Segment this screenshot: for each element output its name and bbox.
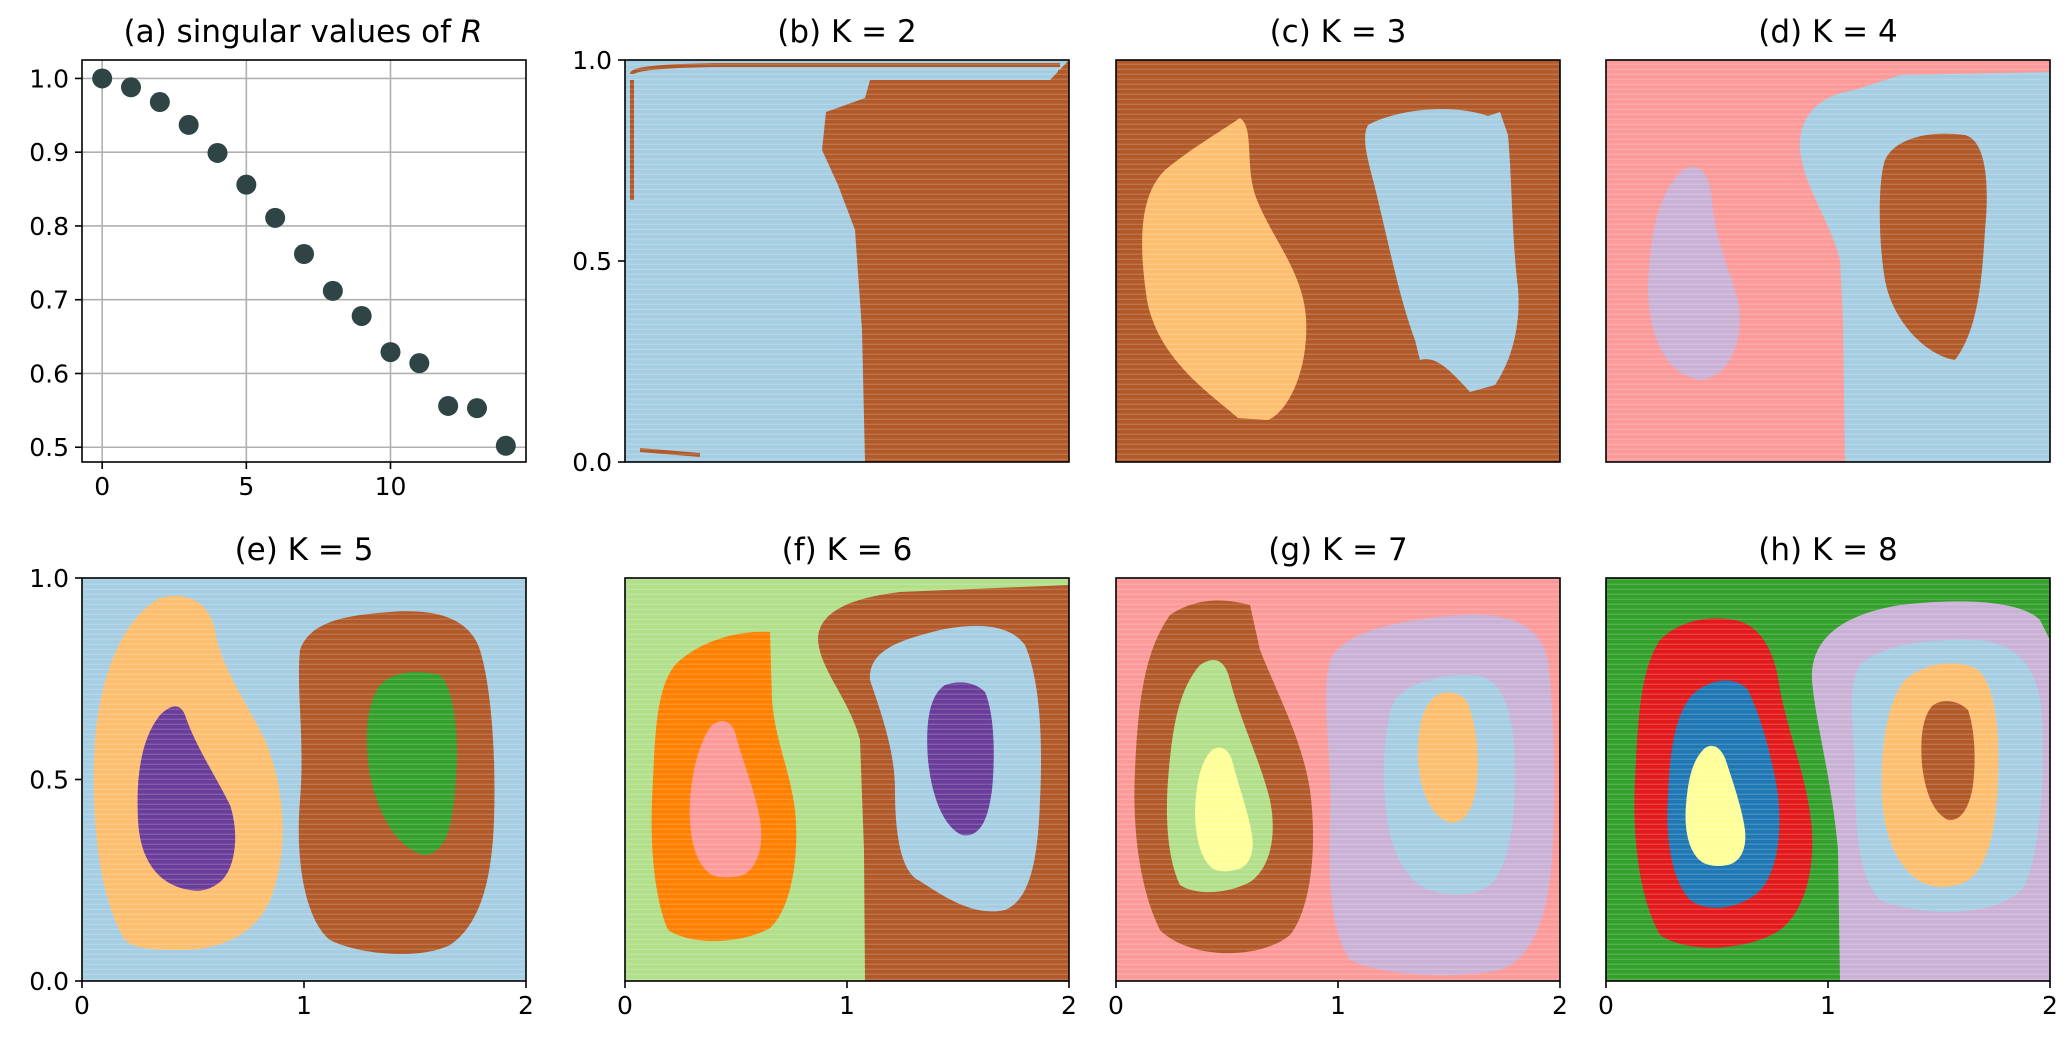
panel-b-title: (b) K = 2 <box>777 14 916 50</box>
xtick-label: 0 <box>1598 991 1614 1020</box>
panel-g-texture <box>1116 578 1560 981</box>
panel-c-frame <box>1115 59 1561 463</box>
data-point <box>265 207 286 228</box>
xtick-label: 2 <box>2042 991 2058 1020</box>
panel-a-xaxis: 0 5 10 <box>94 462 406 501</box>
panel-f-regions <box>625 578 1069 981</box>
panel-h-xaxis: 0 1 2 <box>1598 981 2058 1020</box>
panel-h-texture <box>1606 578 2050 981</box>
xtick-label: 1 <box>296 991 312 1020</box>
ytick-label: 1.0 <box>29 564 69 593</box>
ytick-label: 0.8 <box>29 212 69 241</box>
xtick-label: 1 <box>839 991 855 1020</box>
panel-d-regions <box>1606 60 2050 462</box>
panel-e-texture <box>82 578 526 981</box>
panel-h-regions <box>1606 578 2050 981</box>
data-point <box>409 353 430 374</box>
xtick-label: 2 <box>1061 991 1077 1020</box>
panel-c-regions <box>1116 60 1560 462</box>
data-point <box>322 280 343 301</box>
panel-e-yaxis: 0.0 0.5 1.0 <box>29 564 82 996</box>
xtick-label: 5 <box>238 472 254 501</box>
ytick-label: 0.6 <box>29 359 69 388</box>
panel-e-title: (e) K = 5 <box>235 532 374 568</box>
data-point <box>380 342 401 363</box>
panel-b-yaxis: 0.0 0.5 1.0 <box>572 46 625 477</box>
data-point <box>236 174 257 195</box>
panel-f-xaxis: 0 1 2 <box>617 981 1077 1020</box>
data-point <box>466 398 487 419</box>
panel-c-texture <box>1116 60 1560 462</box>
panel-a-scatter: (a) singular values of R 0 5 10 0.50.60.70… <box>29 14 527 501</box>
panel-g-title: (g) K = 7 <box>1268 532 1407 568</box>
data-point <box>351 305 372 326</box>
ytick-label: 0.7 <box>29 286 69 315</box>
ytick-label: 1.0 <box>29 64 69 93</box>
panel-a-title: (a) singular values of R <box>124 14 483 50</box>
panel-f-heatmap: (f) K = 6 0 1 2 <box>617 532 1077 1020</box>
ytick-label: 0.5 <box>29 433 69 462</box>
data-point <box>207 142 228 163</box>
panel-f-texture <box>625 578 1069 981</box>
xtick-label: 10 <box>375 472 407 501</box>
panel-a-gridlines <box>82 60 526 462</box>
ytick-label: 1.0 <box>572 46 612 75</box>
ytick-label: 0.0 <box>29 967 69 996</box>
ytick-label: 0.5 <box>572 247 612 276</box>
xtick-label: 0 <box>617 991 633 1020</box>
data-point <box>92 68 113 89</box>
panel-a-frame <box>81 59 527 463</box>
panel-d-frame <box>1605 59 2051 463</box>
panel-a-yaxis: 0.5 0.6 0.7 0.8 0.9 1.0 <box>29 64 82 462</box>
panel-b-regions <box>625 60 1069 462</box>
xtick-label: 2 <box>1552 991 1568 1020</box>
panel-e-regions <box>82 578 526 981</box>
panel-c-title: (c) K = 3 <box>1270 14 1407 50</box>
panel-d-heatmap: (d) K = 4 <box>1605 14 2051 463</box>
panel-e-xaxis: 0 1 2 <box>74 981 534 1020</box>
data-point <box>178 114 199 135</box>
panel-b-texture <box>625 60 1069 462</box>
xtick-label: 1 <box>1330 991 1346 1020</box>
panel-c-heatmap: (c) K = 3 <box>1115 14 1561 463</box>
panel-a-points <box>92 68 516 456</box>
panel-e-heatmap: (e) K = 5 0 1 2 0.0 0.5 1.0 <box>29 532 534 1020</box>
xtick-label: 0 <box>94 472 110 501</box>
data-point <box>121 77 142 98</box>
ytick-label: 0.9 <box>29 138 69 167</box>
xtick-label: 0 <box>74 991 90 1020</box>
panel-f-title: (f) K = 6 <box>782 532 913 568</box>
panel-g-heatmap: (g) K = 7 0 1 2 <box>1108 532 1568 1020</box>
panel-h-title: (h) K = 8 <box>1758 532 1897 568</box>
panel-g-regions <box>1116 578 1560 981</box>
xtick-label: 1 <box>1820 991 1836 1020</box>
data-point <box>495 435 516 456</box>
xtick-label: 0 <box>1108 991 1124 1020</box>
panel-h-heatmap: (h) K = 8 0 1 2 <box>1598 532 2058 1020</box>
panel-b-heatmap: (b) K = 2 0.0 0.5 1.0 <box>572 14 1070 477</box>
data-point <box>294 243 314 264</box>
panel-d-texture <box>1606 60 2050 462</box>
ytick-label: 0.5 <box>29 766 69 795</box>
ytick-label: 0.0 <box>572 448 612 477</box>
panel-d-title: (d) K = 4 <box>1758 14 1897 50</box>
xtick-label: 2 <box>518 991 534 1020</box>
panel-g-xaxis: 0 1 2 <box>1108 981 1568 1020</box>
data-point <box>149 92 170 113</box>
data-point <box>438 395 459 416</box>
